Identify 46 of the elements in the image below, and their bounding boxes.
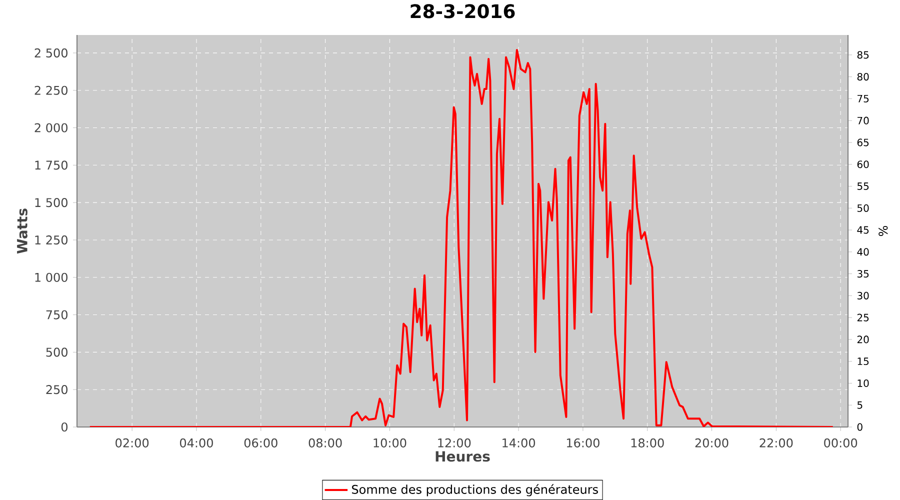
x-tick-label: 04:00 bbox=[180, 438, 213, 448]
x-tick-label: 20:00 bbox=[695, 438, 728, 448]
x-tick-label: 22:00 bbox=[760, 438, 793, 448]
legend-label: Somme des productions des générateurs bbox=[352, 484, 598, 496]
y-tick-label: 2 000 bbox=[34, 123, 68, 132]
x-tick-label: 08:00 bbox=[308, 438, 342, 448]
x-tick-label: 06:00 bbox=[244, 438, 278, 448]
x-tick-label: 14:00 bbox=[502, 438, 536, 448]
y2-tick-label: 5 bbox=[857, 401, 862, 409]
x-tick-label: 12:00 bbox=[438, 438, 471, 448]
y2-tick-label: 40 bbox=[857, 248, 869, 256]
y2-tick-label: 10 bbox=[858, 379, 869, 388]
y-tick-label: 0 bbox=[61, 422, 68, 432]
y2-tick-label: 65 bbox=[857, 138, 869, 146]
y-tick-label: 1 250 bbox=[35, 235, 68, 245]
x-tick-label: 16:00 bbox=[566, 438, 600, 448]
y-tick-label: 250 bbox=[46, 385, 68, 394]
y2-tick-label: 50 bbox=[857, 204, 869, 212]
y-tick-label: 2 500 bbox=[34, 48, 68, 58]
y-tick-label: 1 000 bbox=[35, 272, 68, 282]
y-axis-title: Watts bbox=[17, 208, 28, 254]
chart-title: 28-3-2016 bbox=[410, 4, 515, 18]
x-tick-label: 00:00 bbox=[824, 438, 858, 448]
y-tick-label: 2 250 bbox=[34, 86, 68, 95]
x-axis-title: Heures bbox=[436, 451, 490, 462]
y-tick-label: 1 750 bbox=[35, 160, 68, 170]
y2-tick-label: 60 bbox=[857, 160, 869, 168]
y2-tick-label: 45 bbox=[857, 226, 869, 234]
y2-tick-label: 75 bbox=[858, 94, 869, 102]
y2-tick-label: 25 bbox=[857, 314, 869, 322]
y2-tick-label: 30 bbox=[857, 292, 869, 300]
y-tick-label: 1 500 bbox=[35, 198, 68, 208]
x-tick-label: 18:00 bbox=[631, 438, 664, 448]
y2-tick-label: 35 bbox=[857, 270, 869, 278]
y2-tick-label: 15 bbox=[858, 358, 869, 366]
y2-tick-label: 0 bbox=[857, 423, 862, 431]
x-tick-label: 10:00 bbox=[374, 438, 406, 448]
y2-axis-title: % bbox=[878, 226, 888, 236]
y-tick-label: 500 bbox=[46, 348, 68, 357]
y2-tick-label: 55 bbox=[857, 182, 869, 190]
y2-tick-label: 70 bbox=[858, 116, 869, 124]
x-tick-label: 02:00 bbox=[116, 438, 149, 448]
y2-tick-label: 80 bbox=[857, 73, 869, 81]
y2-tick-label: 20 bbox=[857, 336, 869, 344]
y-tick-label: 750 bbox=[46, 310, 68, 320]
y2-tick-label: 85 bbox=[857, 51, 869, 59]
